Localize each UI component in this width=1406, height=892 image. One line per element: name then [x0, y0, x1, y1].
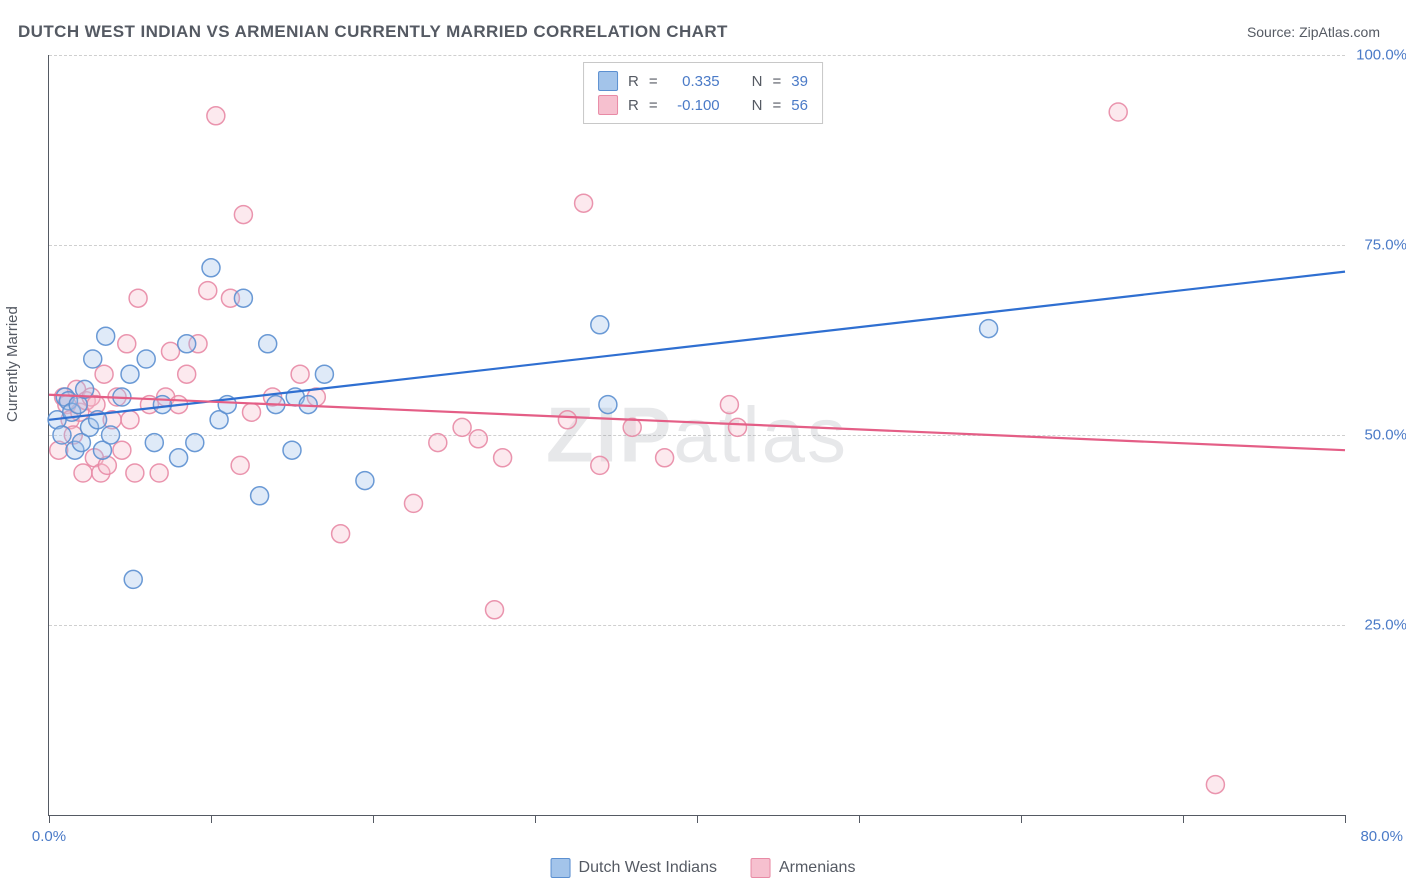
x-tick: [1021, 815, 1022, 823]
data-point: [494, 449, 512, 467]
data-point: [315, 365, 333, 383]
legend-row-0: R = 0.335 N = 39: [598, 69, 808, 93]
data-point: [429, 434, 447, 452]
legend-label-1: Armenians: [779, 859, 855, 877]
chart-plot-area: ZIPatlas 25.0%50.0%75.0%100.0%0.0%80.0%: [48, 55, 1345, 816]
data-point: [145, 434, 163, 452]
y-tick-label: 50.0%: [1364, 427, 1406, 444]
scatter-svg: [49, 55, 1345, 815]
data-point: [121, 365, 139, 383]
data-point: [53, 426, 71, 444]
data-point: [575, 194, 593, 212]
r-label: R: [628, 97, 639, 114]
data-point: [656, 449, 674, 467]
data-point: [124, 570, 142, 588]
n-label: N: [752, 97, 763, 114]
source-label: Source: ZipAtlas.com: [1247, 24, 1380, 40]
data-point: [102, 426, 120, 444]
data-point: [126, 464, 144, 482]
n-value-0: 39: [791, 73, 808, 90]
data-point: [234, 206, 252, 224]
x-tick-label: 80.0%: [1360, 828, 1403, 845]
data-point: [251, 487, 269, 505]
data-point: [332, 525, 350, 543]
data-point: [599, 396, 617, 414]
data-point: [486, 601, 504, 619]
correlation-legend: R = 0.335 N = 39 R = -0.100 N = 56: [583, 62, 823, 124]
legend-item-1: Armenians: [751, 858, 855, 878]
legend-swatch-0b: [551, 858, 571, 878]
data-point: [623, 418, 641, 436]
data-point: [202, 259, 220, 277]
legend-swatch-1b: [751, 858, 771, 878]
data-point: [283, 441, 301, 459]
x-tick: [1183, 815, 1184, 823]
data-point: [234, 289, 252, 307]
data-point: [259, 335, 277, 353]
r-label: R: [628, 73, 639, 90]
data-point: [207, 107, 225, 125]
data-point: [1109, 103, 1127, 121]
data-point: [453, 418, 471, 436]
data-point: [150, 464, 168, 482]
trend-line: [49, 395, 1345, 450]
data-point: [231, 456, 249, 474]
n-label: N: [752, 73, 763, 90]
data-point: [1206, 776, 1224, 794]
x-tick: [1345, 815, 1346, 823]
data-point: [591, 316, 609, 334]
chart-title: DUTCH WEST INDIAN VS ARMENIAN CURRENTLY …: [18, 22, 728, 42]
data-point: [178, 365, 196, 383]
data-point: [137, 350, 155, 368]
data-point: [74, 464, 92, 482]
eq-sign: =: [649, 97, 658, 114]
x-tick-label: 0.0%: [32, 828, 66, 845]
data-point: [162, 342, 180, 360]
data-point: [84, 350, 102, 368]
eq-sign: =: [773, 97, 782, 114]
n-value-1: 56: [791, 97, 808, 114]
y-axis-label: Currently Married: [4, 306, 21, 422]
data-point: [405, 494, 423, 512]
x-tick: [373, 815, 374, 823]
x-tick: [859, 815, 860, 823]
eq-sign: =: [773, 73, 782, 90]
series-legend: Dutch West Indians Armenians: [551, 858, 856, 878]
y-tick-label: 25.0%: [1364, 617, 1406, 634]
data-point: [186, 434, 204, 452]
data-point: [243, 403, 261, 421]
data-point: [95, 365, 113, 383]
legend-swatch-0: [598, 71, 618, 91]
data-point: [97, 327, 115, 345]
data-point: [129, 289, 147, 307]
legend-swatch-1: [598, 95, 618, 115]
x-tick: [535, 815, 536, 823]
legend-label-0: Dutch West Indians: [579, 859, 717, 877]
r-value-1: -0.100: [668, 97, 720, 114]
r-value-0: 0.335: [668, 73, 720, 90]
data-point: [469, 430, 487, 448]
data-point: [170, 449, 188, 467]
x-tick: [211, 815, 212, 823]
data-point: [121, 411, 139, 429]
legend-item-0: Dutch West Indians: [551, 858, 717, 878]
data-point: [729, 418, 747, 436]
legend-row-1: R = -0.100 N = 56: [598, 93, 808, 117]
x-tick: [49, 815, 50, 823]
x-tick: [697, 815, 698, 823]
data-point: [356, 472, 374, 490]
data-point: [113, 441, 131, 459]
data-point: [118, 335, 136, 353]
data-point: [591, 456, 609, 474]
data-point: [291, 365, 309, 383]
data-point: [980, 320, 998, 338]
eq-sign: =: [649, 73, 658, 90]
data-point: [178, 335, 196, 353]
y-tick-label: 75.0%: [1364, 237, 1406, 254]
data-point: [558, 411, 576, 429]
data-point: [199, 282, 217, 300]
data-point: [720, 396, 738, 414]
y-tick-label: 100.0%: [1356, 47, 1406, 64]
